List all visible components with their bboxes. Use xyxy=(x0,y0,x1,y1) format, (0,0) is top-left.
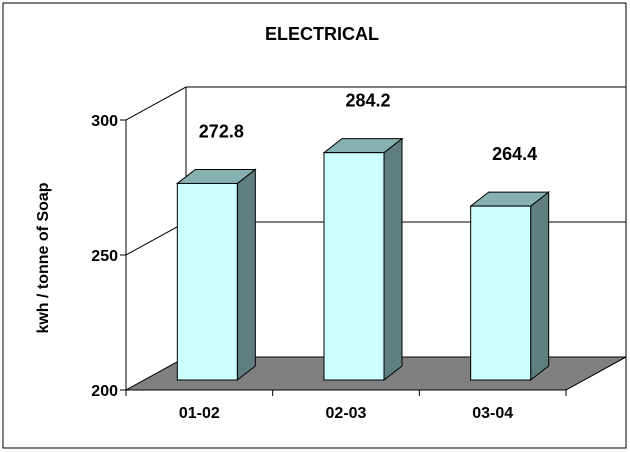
bar-side-face xyxy=(530,191,550,382)
bar-data-label: 264.4 xyxy=(492,144,537,164)
y-tick-label: 250 xyxy=(91,248,118,265)
bar xyxy=(469,191,551,382)
y-tick-label: 300 xyxy=(91,113,118,130)
bars-layer: 272.8 284.2 264.4 xyxy=(175,91,551,382)
bar xyxy=(175,168,257,382)
x-tick-label: 03-04 xyxy=(472,405,513,422)
bar-data-label: 284.2 xyxy=(345,91,390,111)
bar-data-label: 272.8 xyxy=(199,121,244,141)
y-axis-label: kwh / tonne of Soap xyxy=(35,182,52,333)
bar xyxy=(322,137,404,382)
gridline xyxy=(125,86,626,121)
x-tick-label: 02-03 xyxy=(326,405,367,422)
bar-front-face xyxy=(323,152,385,381)
chart-title: ELECTRICAL xyxy=(265,24,379,44)
bar-side-face xyxy=(236,168,256,382)
x-tick-label: 01-02 xyxy=(179,405,220,422)
bar-front-face xyxy=(176,182,238,381)
y-tick-label: 200 xyxy=(91,383,118,400)
bar-front-face xyxy=(470,205,532,381)
axes-layer: 200 250 300 01-02 02-03 03-04 xyxy=(91,113,567,422)
bar-side-face xyxy=(383,137,403,382)
